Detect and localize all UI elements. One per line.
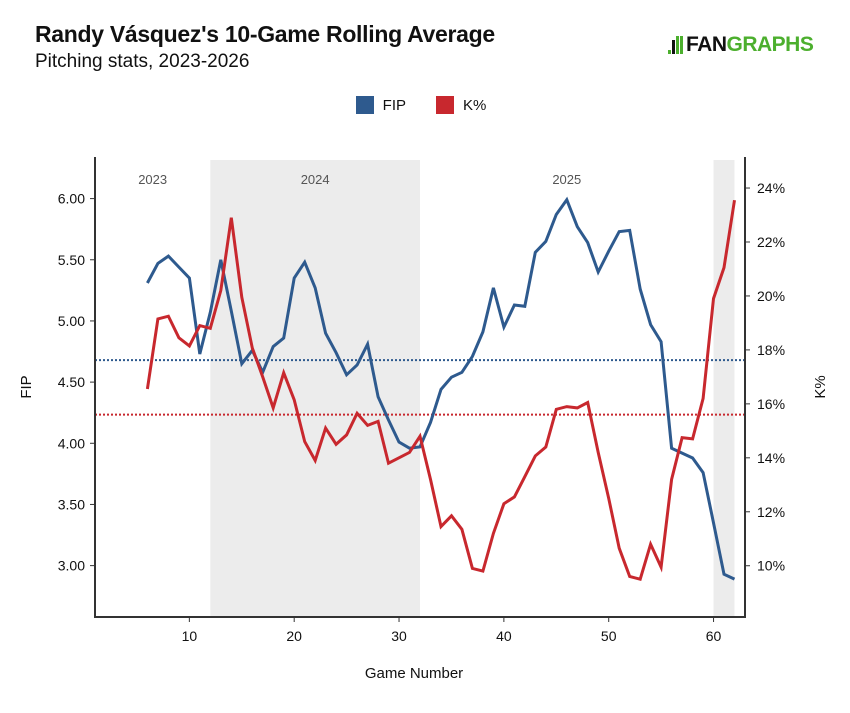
- chart-title: Randy Vásquez's 10-Game Rolling Average: [35, 21, 495, 47]
- series-line-fip: [146, 196, 736, 581]
- season-label-2023: 2023: [138, 172, 167, 187]
- legend-label-k-pct: K%: [463, 96, 487, 114]
- y-tick-label-left: 4.00: [58, 435, 85, 451]
- chart-legend: FIP K%: [0, 96, 846, 114]
- chart-subtitle: Pitching stats, 2023-2026: [35, 51, 250, 72]
- y-tick-label-right: 24%: [757, 180, 785, 196]
- season-shade-2024: [210, 160, 420, 617]
- legend-item-k-pct[interactable]: K%: [436, 96, 486, 114]
- x-tick-label: 40: [496, 628, 512, 644]
- x-tick-label: 30: [391, 628, 407, 644]
- y-tick-label-right: 14%: [757, 450, 785, 466]
- x-tick-label: 10: [182, 628, 198, 644]
- y-tick-label-right: 16%: [757, 396, 785, 412]
- season-shade-current: [713, 160, 735, 617]
- logo-text-graphs: GRAPHS: [726, 33, 814, 56]
- y-tick-label-right: 20%: [757, 288, 785, 304]
- logo-text-fan: FAN: [686, 33, 727, 56]
- y-tick-label-right: 22%: [757, 234, 785, 250]
- legend-item-fip[interactable]: FIP: [355, 96, 406, 114]
- x-tick-label: 50: [601, 628, 617, 644]
- y-axis-title-right: K%: [812, 375, 829, 398]
- y-tick-label-right: 12%: [757, 504, 785, 520]
- season-label-2025: 2025: [552, 172, 581, 187]
- y-axis-title-left: FIP: [18, 375, 35, 398]
- season-label-2024: 2024: [301, 172, 330, 187]
- y-tick-label-right: 18%: [757, 342, 785, 358]
- fangraphs-logo[interactable]: FAN GRAPHS: [668, 33, 814, 57]
- y-tick-label-left: 3.00: [58, 558, 85, 574]
- series-line-k-pct: [145, 199, 736, 582]
- y-tick-label-right: 10%: [757, 558, 785, 574]
- fangraphs-logo-icon: [668, 36, 684, 54]
- x-axis-title: Game Number: [365, 665, 463, 682]
- x-tick-label: 60: [706, 628, 722, 644]
- y-tick-label-left: 5.50: [58, 252, 85, 268]
- y-tick-label-left: 3.50: [58, 496, 85, 512]
- legend-swatch-fip: [355, 96, 374, 114]
- y-tick-label-left: 6.00: [58, 191, 85, 207]
- y-tick-label-left: 4.50: [58, 374, 85, 390]
- x-tick-label: 20: [286, 628, 302, 644]
- legend-label-fip: FIP: [382, 96, 406, 114]
- legend-swatch-k-pct: [436, 96, 454, 114]
- y-tick-label-left: 5.00: [58, 313, 85, 329]
